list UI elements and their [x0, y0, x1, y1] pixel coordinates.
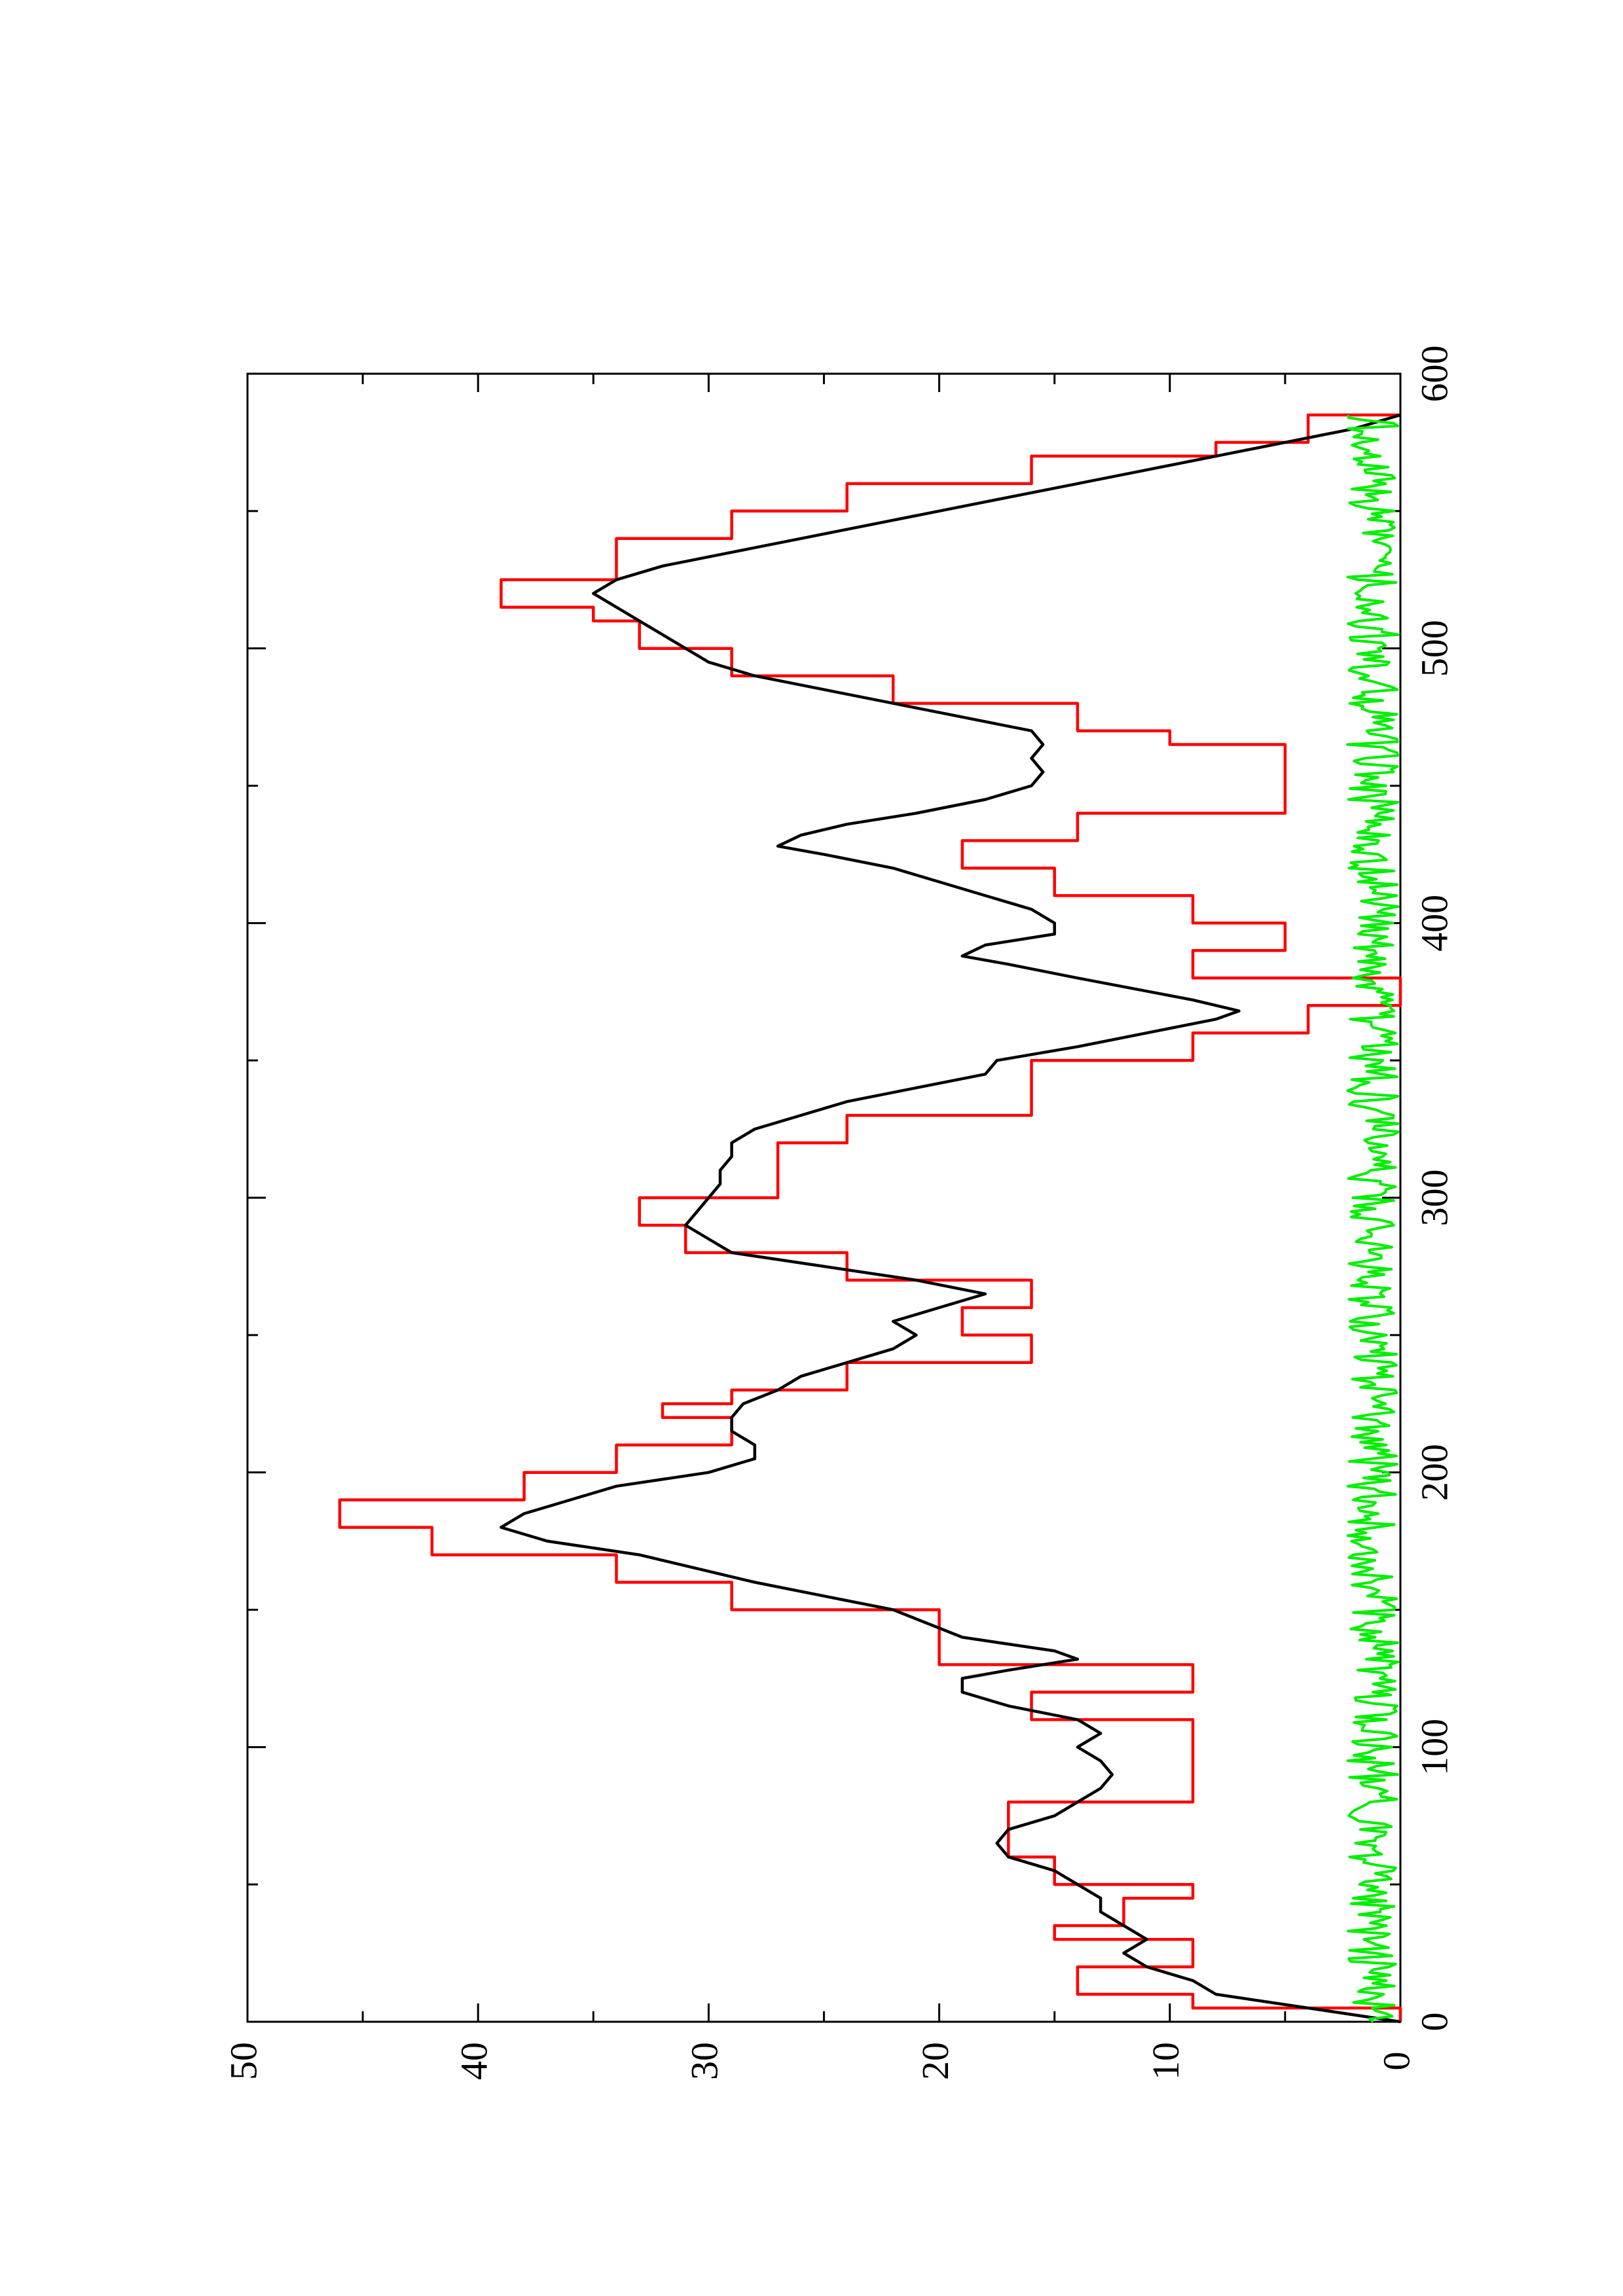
axis-ticks — [246, 372, 1402, 2023]
x-tick-label: 600 — [1413, 346, 1455, 403]
y-tick-label: 50 — [222, 2042, 264, 2080]
y-tick-label: 0 — [1375, 2052, 1417, 2071]
series-line-3 — [1346, 414, 1400, 2023]
y-tick-label: 30 — [684, 2042, 726, 2080]
x-tick-label: 300 — [1413, 1170, 1455, 1227]
data-series — [338, 413, 1402, 2024]
plot-frame — [246, 372, 1402, 2023]
x-tick-label: 0 — [1413, 2013, 1455, 2032]
x-tick-label: 400 — [1413, 895, 1455, 952]
series-line-2 — [500, 413, 1401, 2024]
series-line-1 — [338, 413, 1402, 2022]
y-tick-label: 20 — [914, 2042, 957, 2080]
x-tick-label: 100 — [1413, 1719, 1455, 1776]
x-tick-label: 500 — [1413, 620, 1455, 677]
y-tick-label: 40 — [453, 2042, 496, 2080]
y-tick-label: 10 — [1144, 2042, 1187, 2080]
axis-tick-labels: 0 100 200 300 400 500 600 0 10 20 30 40 50 — [222, 346, 1455, 2081]
x-tick-label: 200 — [1413, 1444, 1455, 1501]
